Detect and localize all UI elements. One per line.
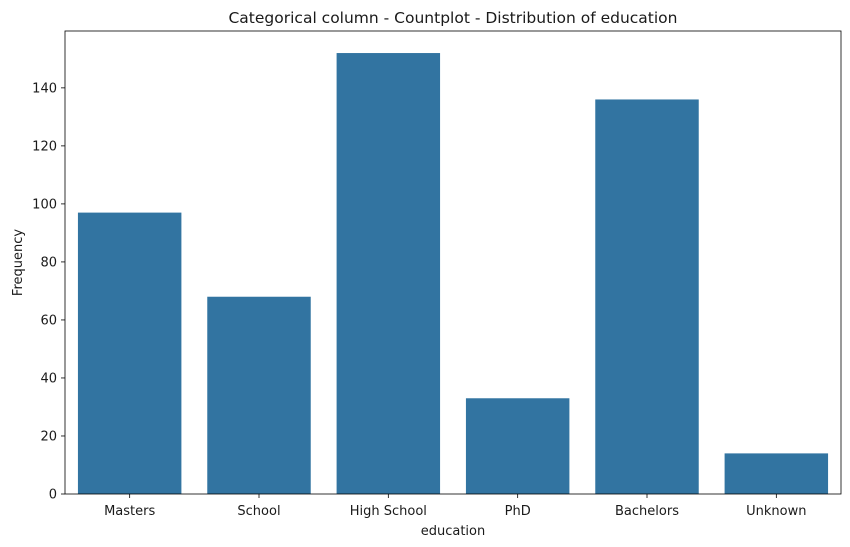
y-tick-label: 40 bbox=[40, 371, 57, 386]
bar-unknown bbox=[724, 453, 829, 494]
y-tick-label: 120 bbox=[32, 139, 57, 154]
y-ticks-group: 0 20 40 60 80 100 120 140 bbox=[32, 81, 65, 503]
x-tick-label: Masters bbox=[104, 504, 155, 519]
y-tick-label: 100 bbox=[32, 197, 57, 212]
y-axis-label: Frequency bbox=[11, 229, 26, 296]
x-tick-label: High School bbox=[350, 504, 427, 519]
y-tick-label: 80 bbox=[40, 255, 57, 270]
bar-phd bbox=[465, 398, 570, 494]
x-axis-label: education bbox=[421, 524, 486, 539]
x-ticks-group: Masters School High School PhD Bachelors Unkn… bbox=[104, 494, 807, 519]
plot-frame bbox=[64, 30, 842, 495]
y-tick-label: 140 bbox=[32, 81, 57, 96]
bars-group bbox=[77, 53, 829, 495]
y-tick-label: 20 bbox=[40, 429, 57, 444]
bar-school bbox=[207, 296, 311, 494]
bar-bachelors bbox=[595, 99, 699, 495]
bar-high-school bbox=[336, 53, 441, 495]
x-tick-label: Bachelors bbox=[615, 504, 679, 519]
y-tick-label: 0 bbox=[49, 488, 57, 503]
y-tick-label: 60 bbox=[40, 313, 57, 328]
x-tick-label: Unknown bbox=[746, 504, 806, 519]
bar-masters bbox=[77, 212, 182, 494]
chart-title: Categorical column - Countplot - Distrib… bbox=[228, 9, 677, 27]
x-tick-label: PhD bbox=[505, 504, 531, 519]
x-tick-label: School bbox=[237, 504, 280, 519]
